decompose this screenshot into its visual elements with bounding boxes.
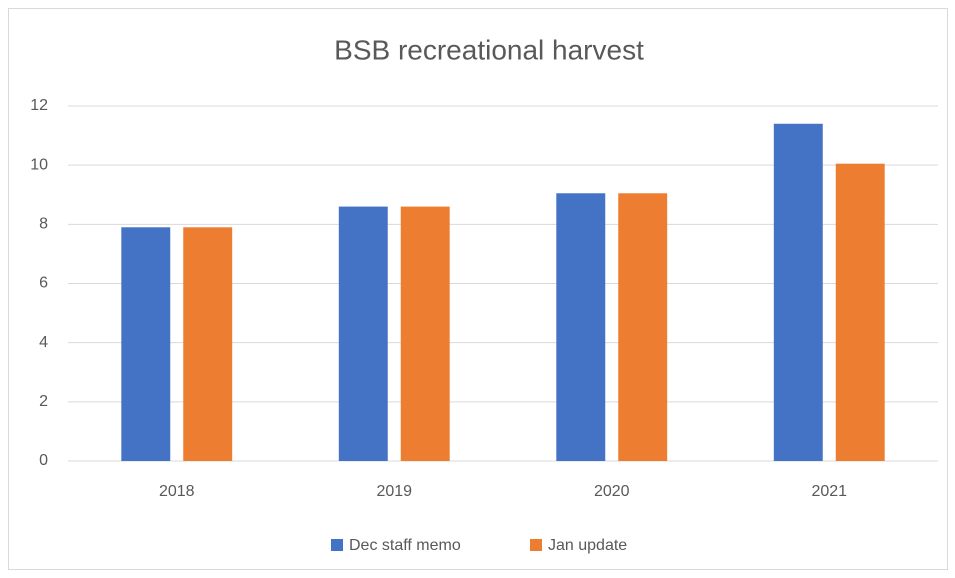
- x-tick-label: 2020: [594, 483, 630, 500]
- bar: [556, 193, 606, 462]
- y-tick-label: 8: [39, 216, 48, 233]
- legend-label: Dec staff memo: [349, 537, 461, 554]
- bar: [618, 193, 668, 462]
- bar: [400, 206, 450, 461]
- y-tick-label: 6: [39, 275, 48, 292]
- chart-title: BSB recreational harvest: [334, 34, 644, 65]
- bar: [835, 163, 885, 461]
- y-tick-label: 12: [30, 97, 48, 114]
- bar: [183, 227, 233, 461]
- legend-label: Jan update: [548, 537, 627, 554]
- y-tick-label: 0: [39, 452, 48, 469]
- bar: [773, 123, 823, 461]
- x-tick-label: 2019: [376, 483, 412, 500]
- x-tick-label: 2018: [159, 483, 195, 500]
- legend-swatch: [331, 539, 343, 551]
- x-tick-label: 2021: [811, 483, 847, 500]
- y-tick-label: 4: [39, 334, 48, 351]
- bar: [338, 206, 388, 461]
- bar: [121, 227, 171, 461]
- legend-swatch: [530, 539, 542, 551]
- y-tick-label: 2: [39, 393, 48, 410]
- y-tick-label: 10: [30, 156, 48, 173]
